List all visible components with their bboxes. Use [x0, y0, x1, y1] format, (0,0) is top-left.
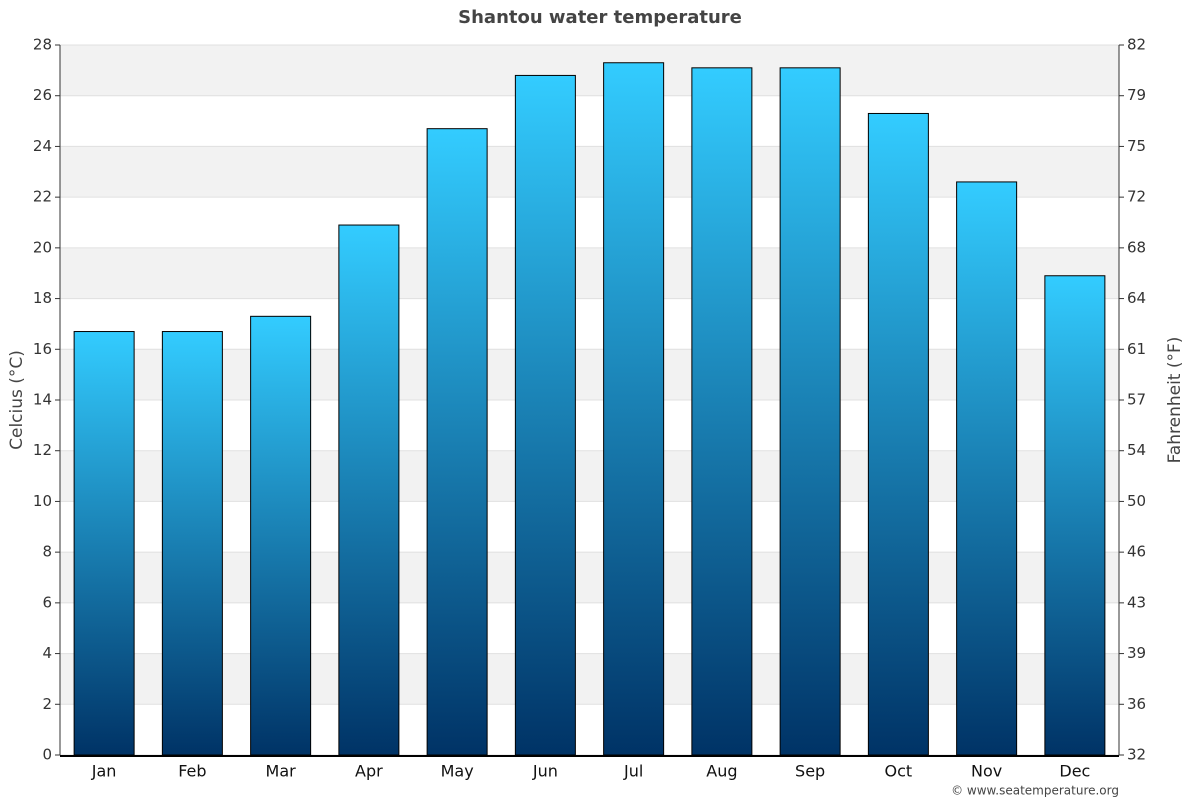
y2-tick-label: 68	[1127, 238, 1146, 256]
bar	[161, 331, 223, 756]
grid-band	[60, 146, 1119, 198]
bar	[867, 112, 929, 756]
grid-band	[60, 45, 1119, 96]
y2-tick-label: 75	[1127, 137, 1146, 155]
x-tick-label: Jan	[91, 762, 117, 781]
x-tick-label: Oct	[885, 762, 913, 781]
y2-tick-label: 82	[1127, 36, 1146, 54]
x-tick-label: May	[441, 762, 474, 781]
grid-band	[60, 247, 1119, 299]
x-tick-label: Dec	[1059, 762, 1090, 781]
y-tick-label: 10	[33, 492, 52, 510]
bar	[514, 74, 576, 756]
y-tick-label: 12	[33, 441, 52, 459]
bar	[956, 181, 1018, 756]
y2-tick-label: 32	[1127, 746, 1146, 764]
y-tick-label: 14	[33, 391, 52, 409]
y2-tick-label: 50	[1127, 492, 1146, 510]
chart-title: Shantou water temperature	[458, 7, 742, 28]
y2-tick-label: 61	[1127, 340, 1146, 358]
x-tick-label: Jul	[623, 762, 643, 781]
y2-tick-label: 39	[1127, 644, 1146, 662]
grid-band	[60, 450, 1119, 502]
x-tick-label: Jun	[532, 762, 558, 781]
y2-tick-label: 43	[1127, 593, 1146, 611]
x-tick-label: Aug	[706, 762, 737, 781]
bar	[1044, 275, 1106, 756]
credit: © www.seatemperature.org	[951, 784, 1119, 798]
y2-tick-label: 79	[1127, 86, 1146, 104]
y-tick-label: 18	[33, 289, 52, 307]
bar	[691, 67, 753, 756]
x-tick-label: Mar	[266, 762, 297, 781]
y-axis-title: Celcius (°C)	[7, 350, 27, 450]
y-tick-label: 16	[33, 340, 52, 358]
y-tick-label: 28	[33, 36, 52, 54]
y2-tick-label: 46	[1127, 543, 1146, 561]
y2-tick-label: 36	[1127, 695, 1146, 713]
y-tick-label: 6	[42, 593, 52, 611]
bar	[603, 62, 665, 756]
x-tick-label: Apr	[355, 762, 383, 781]
y-tick-label: 4	[42, 644, 52, 662]
y2-tick-label: 72	[1127, 188, 1146, 206]
y-tick-label: 26	[33, 86, 52, 104]
y-tick-label: 24	[33, 137, 52, 155]
bar	[338, 224, 400, 756]
grid-band	[60, 653, 1119, 705]
y-tick-label: 20	[33, 238, 52, 256]
y2-tick-label: 57	[1127, 391, 1146, 409]
y-tick-label: 2	[42, 695, 52, 713]
x-tick-label: Nov	[971, 762, 1002, 781]
plot-background	[60, 45, 1119, 705]
grid-band	[60, 552, 1119, 603]
grid-band	[60, 349, 1119, 400]
y-tick-label: 8	[42, 543, 52, 561]
x-tick-label: Feb	[178, 762, 206, 781]
y-tick-label: 0	[42, 746, 52, 764]
bar	[426, 128, 488, 756]
y2-axis-title: Fahrenheit (°F)	[1165, 337, 1185, 464]
bar	[779, 67, 841, 756]
y2-tick-label: 64	[1127, 289, 1146, 307]
y2-tick-label: 54	[1127, 441, 1146, 459]
bar	[73, 331, 135, 756]
y-tick-label: 22	[33, 188, 52, 206]
bar	[250, 315, 312, 756]
x-tick-label: Sep	[795, 762, 825, 781]
